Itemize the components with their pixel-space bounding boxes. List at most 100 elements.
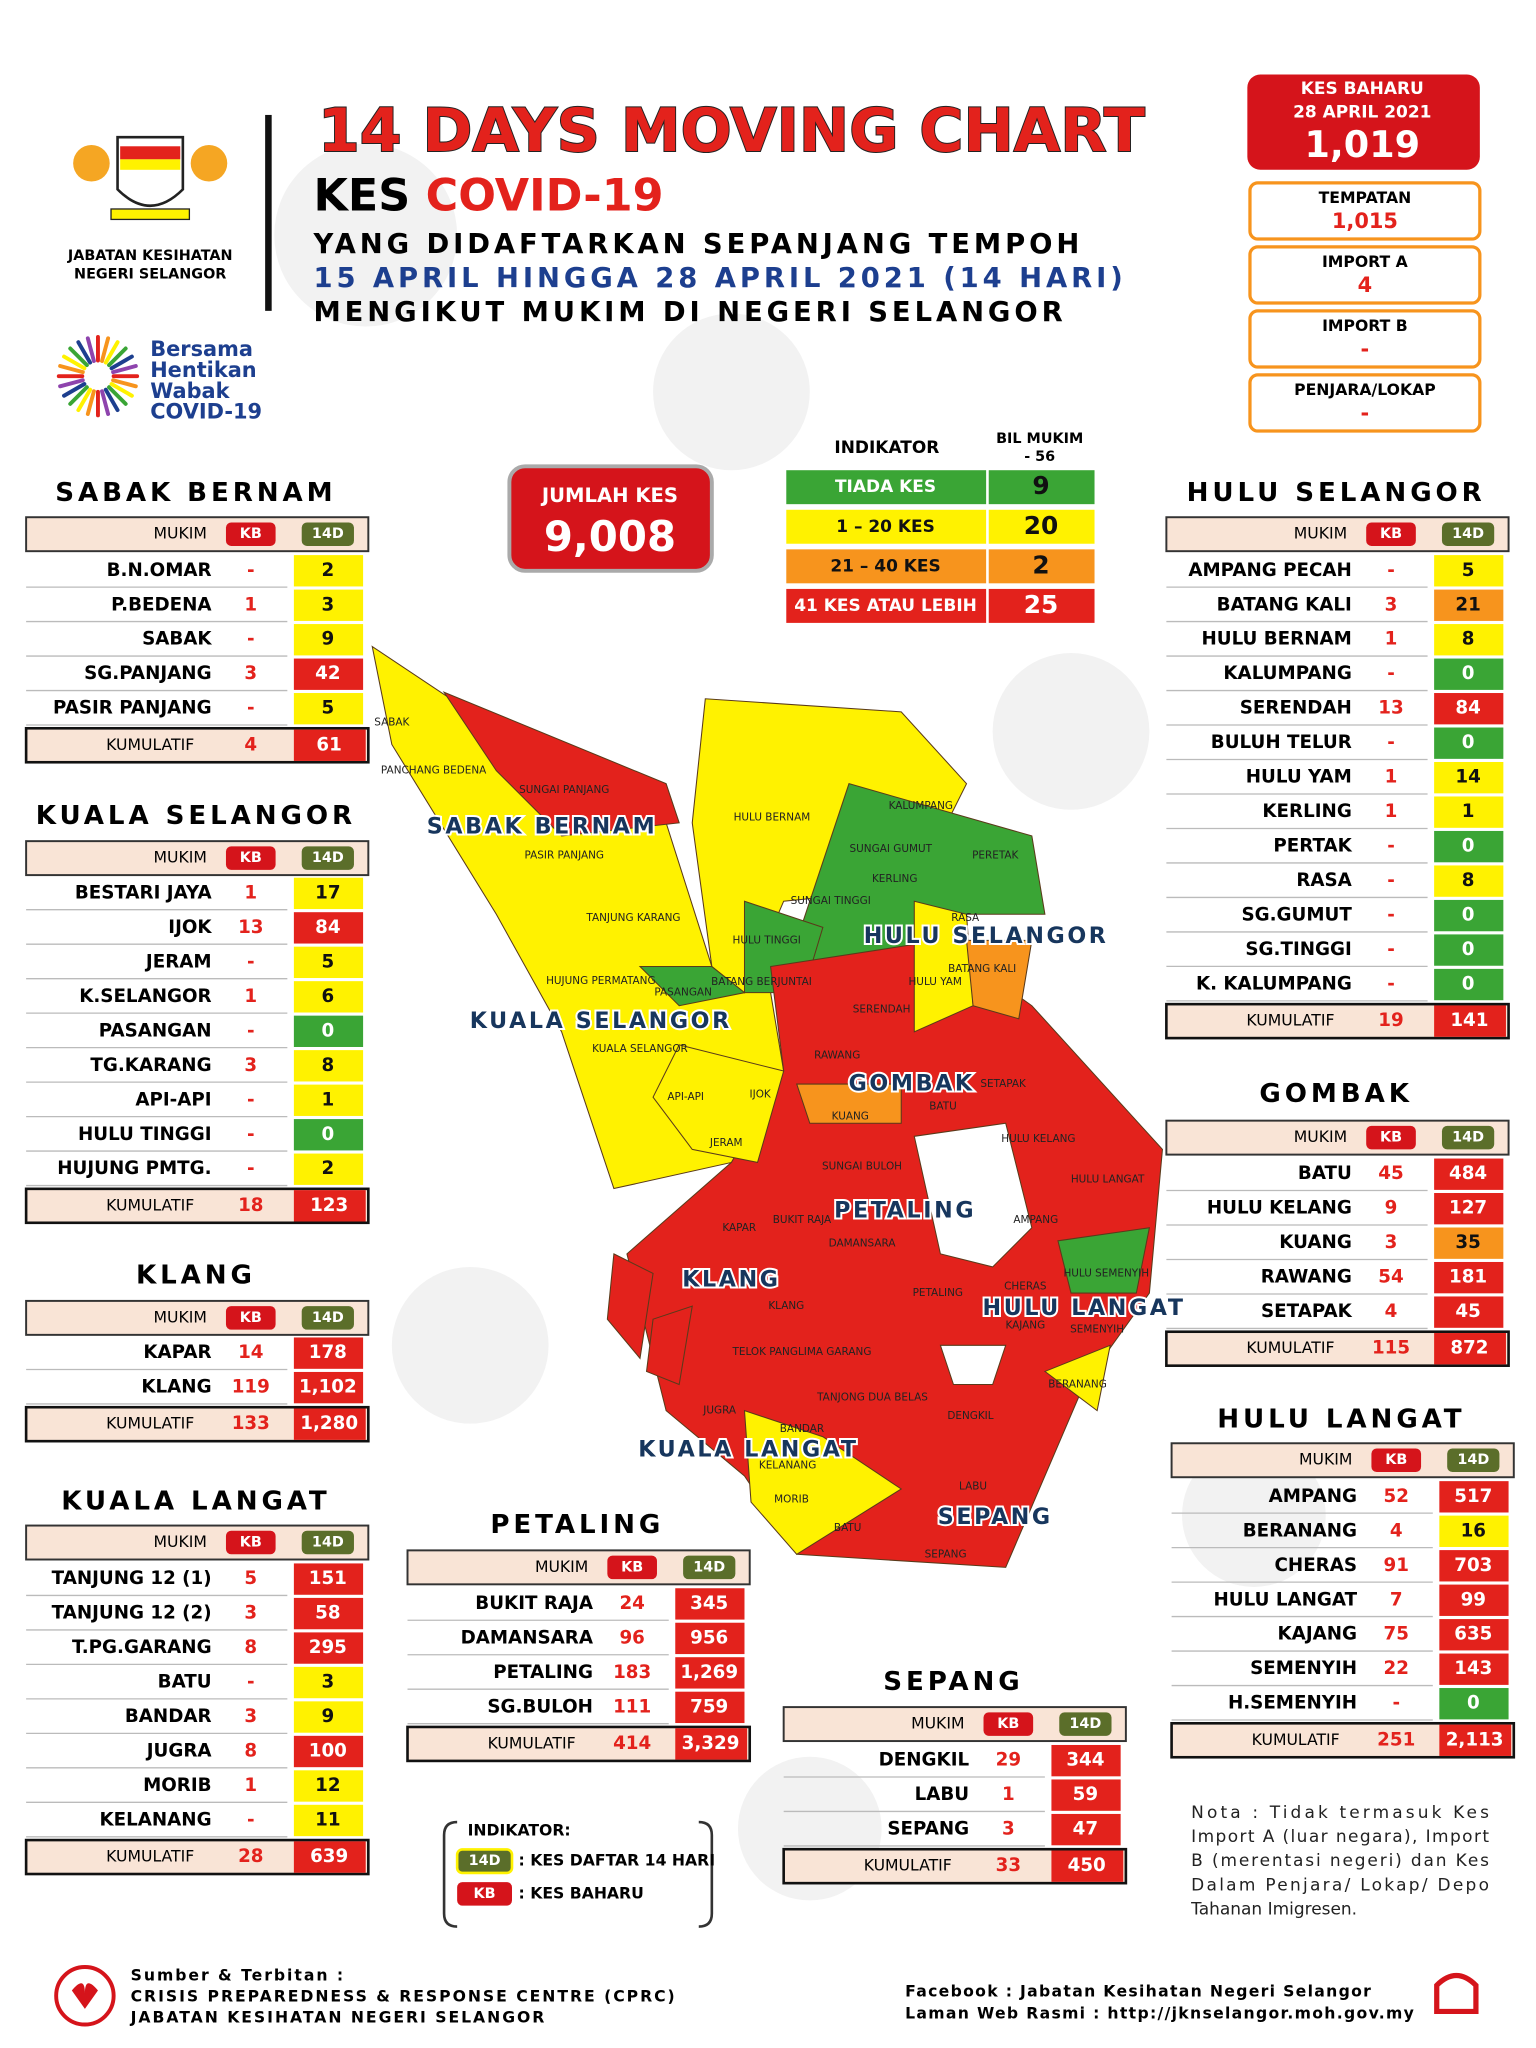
mukim-name: P.BEDENA [111, 594, 212, 615]
new-cases-label: KES BAHARU [1301, 79, 1424, 99]
total-d14 [1439, 1724, 1512, 1756]
total-kb: 414 [613, 1733, 651, 1754]
d14-cell [1434, 1227, 1504, 1259]
column-header: MUKIM [154, 524, 207, 543]
indicator-count: 25 [1024, 590, 1059, 619]
kb-pill [1371, 1448, 1422, 1472]
d14-pill [301, 846, 354, 870]
kb-value: 13 [1378, 698, 1403, 719]
district-title: KUALA SELANGOR [36, 801, 356, 831]
ray [103, 340, 120, 365]
d14-cell [1434, 624, 1504, 656]
total-d14-value: 1,280 [300, 1413, 358, 1434]
d14-value: 3 [321, 594, 334, 615]
mukim-name: BATANG KALI [1217, 594, 1352, 615]
d14-cell [293, 981, 364, 1013]
d14-cell [1439, 1619, 1509, 1651]
d14-cell [1434, 968, 1504, 1001]
total-label: KUMULATIF [106, 1195, 194, 1214]
mukim-name: SG.GUMUT [1241, 905, 1352, 926]
d14-cell [675, 1691, 745, 1724]
column-header: MUKIM [535, 1557, 588, 1576]
d14-value: 6 [321, 986, 334, 1007]
agency: NEGERI SELANGOR [74, 266, 226, 282]
d14-value: 3 [321, 1672, 334, 1693]
link: Laman Web Rasmi : http://jknselangor.moh… [905, 2004, 1415, 2023]
campaign-logo [56, 335, 140, 418]
d14-cell [293, 555, 364, 587]
mukim-label: BATANG KALI [948, 963, 1016, 975]
mukim-name: TG.KARANG [90, 1055, 211, 1076]
column-header: KB [1380, 1130, 1402, 1146]
mukim-name: AMPANG PECAH [1188, 560, 1352, 581]
ray [111, 364, 138, 375]
kb-value: 75 [1384, 1624, 1409, 1645]
total-kb: 33 [996, 1855, 1021, 1876]
d14-value: 8 [1462, 629, 1475, 650]
d14-value: 84 [1455, 698, 1480, 719]
d14-cell [1434, 555, 1504, 587]
d14-value: 84 [315, 917, 340, 938]
d14-value: 0 [1462, 939, 1475, 960]
mukim-name: HULU YAM [1246, 767, 1352, 788]
d14-cell [293, 1050, 364, 1082]
kb-value: 91 [1384, 1555, 1409, 1576]
campaign-text: Bersama [150, 337, 253, 361]
mukim-name: H.SEMENYIH [1228, 1693, 1357, 1714]
mukim-label: JUGRA [702, 1405, 737, 1417]
mukim-name: BUKIT RAJA [475, 1593, 594, 1614]
d14-value: 759 [690, 1696, 728, 1717]
kb-value: 3 [244, 1706, 257, 1727]
kb-value: 1 [244, 1775, 257, 1796]
mukim-name: HULU KELANG [1207, 1198, 1352, 1219]
region-label: SEPANG [938, 1504, 1053, 1530]
d14-value: 178 [309, 1342, 347, 1363]
mukim-name: MORIB [143, 1775, 212, 1796]
district-title: GOMBAK [1259, 1079, 1412, 1109]
mukim-name: CHERAS [1275, 1555, 1358, 1576]
ray [100, 336, 111, 363]
kb-value: - [247, 1158, 255, 1179]
d14-value: 0 [1462, 836, 1475, 857]
mukim-name: KALUMPANG [1223, 663, 1351, 684]
d14-pill [1447, 1448, 1500, 1472]
total-label: KUMULATIF [1252, 1730, 1340, 1749]
map [371, 645, 1163, 1568]
mukim-label: SUNGAI PANJANG [519, 784, 609, 796]
mukim-name: KERLING [1262, 801, 1351, 822]
total-d14 [293, 1190, 366, 1222]
indicator-cell [786, 549, 987, 584]
mukim-name: T.PG.GARANG [72, 1637, 212, 1658]
cprc-logo [1434, 1972, 1479, 2015]
d14-value: 42 [315, 663, 340, 684]
district-title: SABAK BERNAM [55, 478, 336, 508]
d14-value: 143 [1454, 1658, 1492, 1679]
column-header: 14D [312, 1535, 344, 1551]
d14-cell [1439, 1481, 1509, 1513]
mukim-name: SG.TINGGI [1245, 939, 1351, 960]
d14-cell [293, 1153, 364, 1185]
kb-value: 3 [1002, 1819, 1015, 1840]
breakdown-label: IMPORT A [1322, 252, 1409, 271]
mukim-name: BATU [1298, 1163, 1352, 1184]
subtitle-line: 15 APRIL HINGGA 28 APRIL 2021 (14 HARI) [313, 263, 1126, 294]
d14-cell [293, 693, 364, 725]
mukim-name: API-API [135, 1089, 211, 1110]
d14-value: 17 [315, 882, 340, 903]
campaign-text: Wabak [150, 379, 230, 403]
subtitle-line: YANG DIDAFTARKAN SEPANJANG TEMPOH [312, 229, 1083, 260]
mukim-label: HULU KELANG [1001, 1133, 1075, 1145]
d14-value: 151 [309, 1568, 347, 1589]
d14-pill [301, 1530, 354, 1555]
agency: JABATAN KESIHATAN [67, 248, 233, 264]
d14-pill [1059, 1712, 1112, 1736]
d14-cell [293, 1371, 364, 1404]
d14-cell [293, 1015, 364, 1047]
mukim-name: K. KALUMPANG [1196, 974, 1352, 995]
d14-pill [1441, 522, 1495, 546]
legend-text: : KES DAFTAR 14 HARI [519, 1851, 716, 1870]
note: B (merentasi negeri) dan Kes [1191, 1851, 1489, 1871]
new-cases-date: 28 APRIL 2021 [1293, 102, 1431, 122]
breakdown-label: TEMPATAN [1319, 188, 1412, 207]
mukim-name: IJOK [168, 917, 212, 938]
